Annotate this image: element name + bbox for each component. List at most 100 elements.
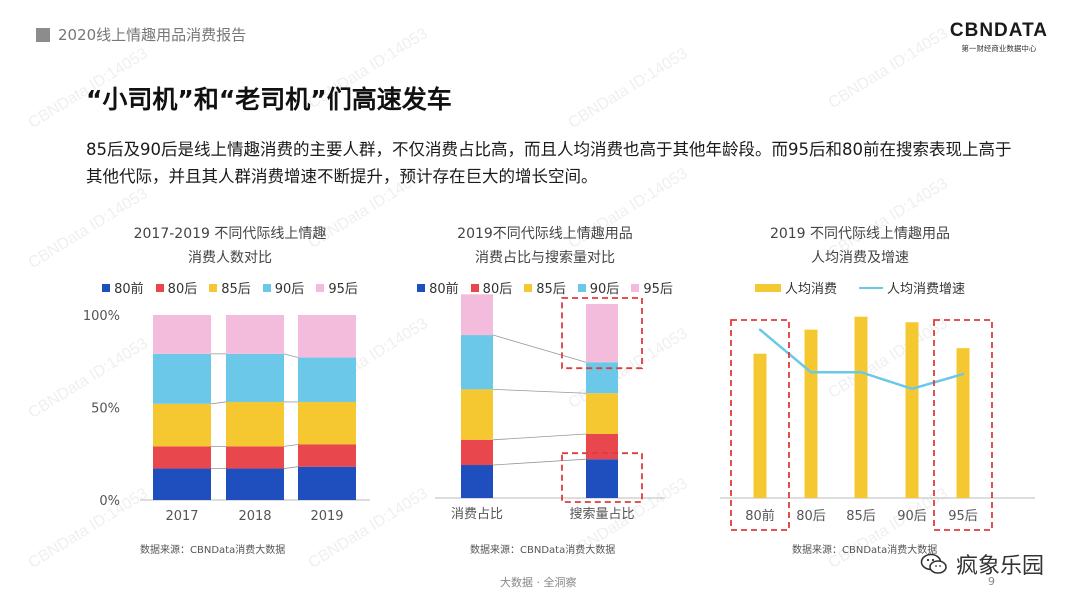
brand-badge: 疯象乐园 <box>920 548 1044 580</box>
connector-line <box>283 444 299 447</box>
legend-swatch <box>631 283 640 292</box>
highlight-box-80qian <box>561 452 643 503</box>
bar-segment <box>153 468 211 500</box>
legend-swatch <box>316 283 325 292</box>
chart3-plot: 80前 80后 85后 90后 95后 <box>720 316 1035 531</box>
footer-tagline: 大数据 · 全洞察 <box>500 576 577 589</box>
legend-item: 90后 <box>577 278 620 297</box>
bar-segment <box>586 393 618 434</box>
legend-label: 85后 <box>536 282 566 297</box>
x-tick-label: 80后 <box>796 509 826 524</box>
bar-segment <box>153 353 211 404</box>
chart3-title-line2: 人均消费及增速 <box>811 250 909 266</box>
legend-bar-swatch <box>754 283 781 292</box>
connector-line <box>492 458 587 466</box>
chart-per-capita-spending: 2019 不同代际线上情趣用品 人均消费及增速 人均消费 人均消费增速 <box>710 222 1010 297</box>
bar-segment <box>298 444 356 467</box>
page-number: 9 <box>988 575 995 588</box>
legend-label: 80前 <box>429 282 459 297</box>
chart1-source: 数据来源：CBNData消费大数据 <box>140 545 286 556</box>
legend-label: 80前 <box>114 282 144 297</box>
bar-segment <box>298 315 356 358</box>
connector-line <box>283 353 299 358</box>
legend-label: 90后 <box>589 282 620 297</box>
legend-item: 85后 <box>209 278 251 297</box>
chart2-title-line1: 2019不同代际线上情趣用品 <box>457 226 633 242</box>
growth-point <box>809 371 813 374</box>
legend-item: 95后 <box>316 278 358 297</box>
chart3-title: 2019 不同代际线上情趣用品 人均消费及增速 <box>710 222 1010 270</box>
legend-item: 90后 <box>262 278 305 297</box>
highlight-box <box>730 319 790 531</box>
chart-generation-consumers: 2017-2019 不同代际线上情趣 消费人数对比 80前 80后 85后 90后 95… <box>80 222 380 297</box>
connector-line <box>492 433 587 441</box>
bar-segment <box>226 446 284 469</box>
bar-segment <box>298 466 356 500</box>
bar <box>804 329 818 498</box>
bar-segment <box>461 294 493 336</box>
legend-swatch <box>524 283 533 292</box>
growth-point <box>859 371 863 374</box>
bar-segment <box>153 403 211 447</box>
bar <box>956 348 970 498</box>
chart2-title-line2: 消费占比与搜索量对比 <box>475 250 615 266</box>
chart3-legend: 人均消费 人均消费增速 <box>710 278 1010 297</box>
x-tick-label: 2017 <box>165 509 198 524</box>
chart1-title-line1: 2017-2019 不同代际线上情趣 <box>133 226 327 242</box>
x-tick-label: 2018 <box>238 509 271 524</box>
legend-swatch <box>577 283 586 292</box>
header-square-icon <box>36 27 50 42</box>
bar-segment <box>153 446 211 469</box>
bar <box>753 353 767 498</box>
chart-consumption-vs-search: 2019不同代际线上情趣用品 消费占比与搜索量对比 80前 80后 85后 90后 95… <box>395 222 695 297</box>
bar-segment <box>461 389 493 440</box>
legend-label: 95后 <box>643 282 673 297</box>
bar-segment <box>586 459 618 498</box>
connector-line <box>210 401 227 405</box>
growth-point <box>961 372 965 376</box>
chart2-plot: 消费占比 搜索量占比 <box>435 294 665 522</box>
legend-label: 95后 <box>328 282 358 297</box>
legend-label: 80后 <box>167 282 198 297</box>
legend-swatch <box>417 283 426 292</box>
bar-segment <box>461 439 493 466</box>
bar-segment <box>298 401 356 445</box>
legend-swatch <box>262 283 271 292</box>
x-tick-label: 95后 <box>948 509 978 524</box>
connector-line <box>492 334 587 363</box>
growth-point <box>758 328 762 331</box>
chart1-legend: 80前 80后 85后 90后 95后 <box>80 278 380 297</box>
legend-swatch <box>155 283 164 292</box>
bar-segment <box>226 468 284 500</box>
legend-item: 80前 <box>102 278 144 297</box>
legend-label: 90后 <box>274 282 305 297</box>
chart2-source: 数据来源：CBNData消费大数据 <box>470 545 616 556</box>
x-tick-label: 90后 <box>897 509 927 524</box>
highlight-box-95hou <box>561 297 643 370</box>
chart1-title-line2: 消费人数对比 <box>188 250 272 266</box>
legend-swatch <box>102 283 111 292</box>
x-tick-label: 搜索量占比 <box>569 507 634 522</box>
legend-item: 95后 <box>631 278 673 297</box>
wechat-icon <box>920 553 947 574</box>
highlight-box <box>933 319 993 531</box>
legend-label: 人均消费增速 <box>887 282 966 297</box>
chart1-title: 2017-2019 不同代际线上情趣 消费人数对比 <box>80 222 380 270</box>
legend-item: 85后 <box>524 278 566 297</box>
legend-label: 85后 <box>221 282 251 297</box>
legend-item: 人均消费增速 <box>859 278 965 297</box>
bar-segment <box>226 353 284 402</box>
bar-segment <box>226 401 284 447</box>
legend-label: 80后 <box>482 282 513 297</box>
report-header: 2020线上情趣用品消费报告 <box>36 24 246 45</box>
bar <box>854 316 868 498</box>
bar-segment <box>298 357 356 402</box>
x-tick-label: 消费占比 <box>451 507 503 522</box>
watermark-text: CBNData ID:14053 <box>825 25 951 113</box>
connector-line <box>283 466 299 469</box>
chart2-title: 2019不同代际线上情趣用品 消费占比与搜索量对比 <box>395 222 695 270</box>
growth-point <box>910 387 914 391</box>
y-tick-label: 50% <box>91 402 120 417</box>
bar <box>905 322 919 498</box>
legend-line-swatch <box>859 286 883 289</box>
